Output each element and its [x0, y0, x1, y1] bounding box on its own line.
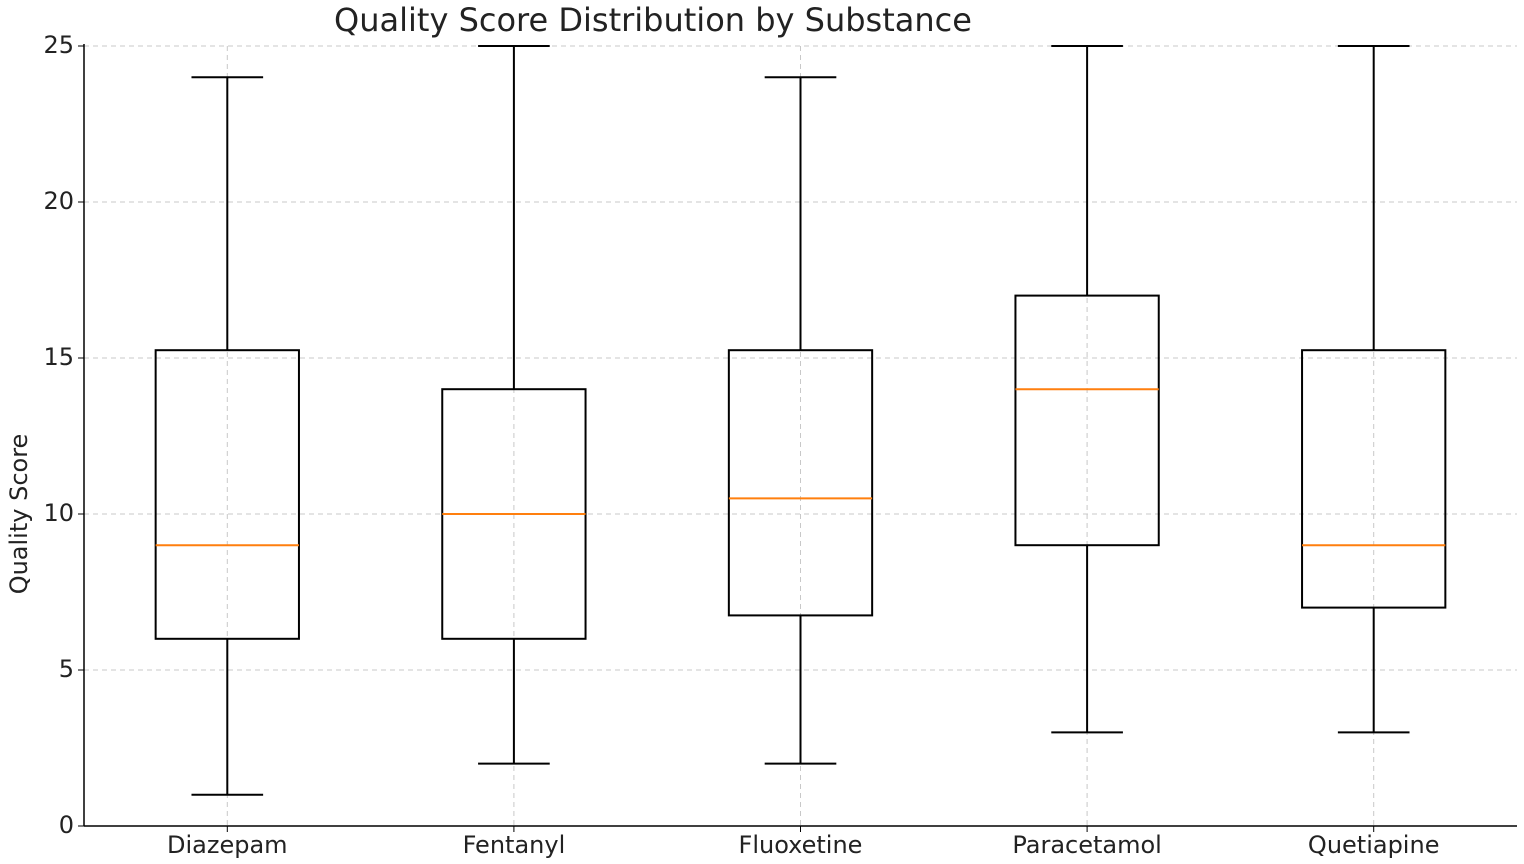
y-tick-label: 5 [59, 655, 74, 683]
y-tick-label: 15 [43, 343, 74, 371]
box [1014, 294, 1160, 547]
x-tick-label: Fluoxetine [739, 831, 863, 859]
y-tick-label: 20 [43, 187, 74, 215]
x-tick-label: Diazepam [167, 831, 288, 859]
x-tick-label: Paracetamol [1012, 831, 1161, 859]
y-tick-label: 0 [59, 811, 74, 839]
y-axis-label: Quality Score [5, 434, 33, 595]
chart-title: Quality Score Distribution by Substance [334, 1, 972, 39]
x-tick-label: Quetiapine [1308, 831, 1440, 859]
box [1301, 349, 1447, 609]
box [154, 349, 300, 640]
x-tick-label: Fentanyl [463, 831, 566, 859]
y-tick-label: 10 [43, 499, 74, 527]
y-tick-label: 25 [43, 31, 74, 59]
box [727, 349, 874, 617]
